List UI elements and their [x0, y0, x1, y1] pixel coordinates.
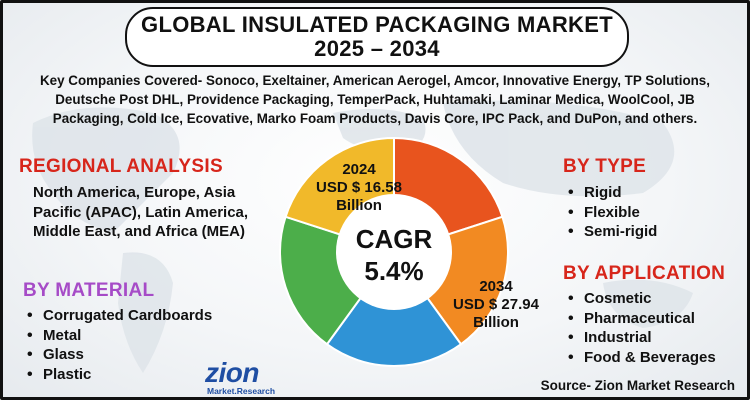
list-item: Semi-rigid [566, 222, 657, 242]
title-line-2: 2025 – 2034 [314, 36, 440, 61]
label-2024: 2024 USD $ 16.58 Billion [299, 161, 419, 215]
logo-subtitle: Market.Research [207, 386, 276, 396]
source-credit: Source- Zion Market Research [540, 378, 735, 393]
title-line-1: GLOBAL INSULATED PACKAGING MARKET [141, 12, 613, 37]
application-list: Cosmetic Pharmaceutical Industrial Food … [566, 289, 716, 367]
regional-analysis-text: North America, Europe, Asia Pacific (APA… [33, 184, 249, 240]
list-item: Pharmaceutical [566, 309, 716, 329]
label-2024-year: 2024 [342, 161, 376, 178]
logo-wordmark: zion [205, 357, 260, 388]
zion-logo: zion Market.Research [199, 357, 319, 397]
regional-analysis-heading: REGIONAL ANALYSIS [19, 156, 223, 177]
list-item: Corrugated Cardboards [25, 306, 212, 326]
label-2024-unit: Billion [336, 197, 382, 214]
list-item: Glass [25, 345, 212, 365]
label-2034-value: USD $ 27.94 [453, 296, 539, 313]
label-2034-year: 2034 [479, 278, 513, 295]
list-item: Industrial [566, 328, 716, 348]
list-item: Cosmetic [566, 289, 716, 309]
label-2034-unit: Billion [473, 314, 519, 331]
title-banner: GLOBAL INSULATED PACKAGING MARKET 2025 –… [125, 7, 629, 67]
type-list: Rigid Flexible Semi-rigid [566, 183, 657, 242]
donut-center-hole [336, 194, 452, 310]
material-list: Corrugated Cardboards Metal Glass Plasti… [25, 306, 212, 384]
list-item: Rigid [566, 183, 657, 203]
by-type-heading: BY TYPE [563, 156, 647, 177]
list-item: Plastic [25, 365, 212, 385]
list-item: Flexible [566, 203, 657, 223]
by-application-heading: BY APPLICATION [563, 263, 726, 284]
list-item: Food & Beverages [566, 348, 716, 368]
by-material-heading: BY MATERIAL [23, 280, 155, 301]
label-2034: 2034 USD $ 27.94 Billion [436, 278, 556, 332]
cagr-donut-chart: CAGR 5.4% [279, 137, 509, 367]
key-companies-text: Key Companies Covered- Sonoco, Exeltaine… [40, 73, 710, 126]
label-2024-value: USD $ 16.58 [316, 179, 402, 196]
cagr-title: CAGR [356, 224, 433, 254]
cagr-value: 5.4% [364, 256, 423, 286]
list-item: Metal [25, 326, 212, 346]
